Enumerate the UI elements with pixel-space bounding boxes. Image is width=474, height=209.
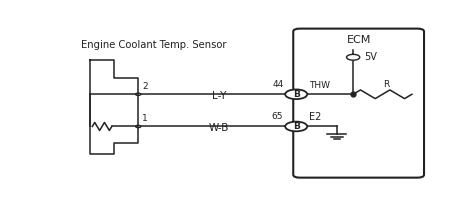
- Circle shape: [285, 89, 307, 99]
- Circle shape: [285, 122, 307, 131]
- Text: 5V: 5V: [364, 52, 377, 62]
- Text: THW: THW: [309, 81, 330, 90]
- Text: R: R: [383, 80, 389, 89]
- Text: 65: 65: [272, 112, 283, 121]
- Text: 2: 2: [142, 82, 147, 91]
- Text: B: B: [293, 122, 300, 131]
- Text: 44: 44: [272, 80, 283, 89]
- Text: 1: 1: [142, 114, 148, 123]
- Text: ECM: ECM: [346, 35, 371, 45]
- Text: W-B: W-B: [209, 123, 229, 133]
- Text: E2: E2: [309, 112, 321, 122]
- Text: Engine Coolant Temp. Sensor: Engine Coolant Temp. Sensor: [82, 40, 227, 50]
- Circle shape: [346, 54, 360, 60]
- FancyBboxPatch shape: [293, 29, 424, 178]
- Text: L-Y: L-Y: [212, 91, 226, 101]
- Text: B: B: [293, 90, 300, 99]
